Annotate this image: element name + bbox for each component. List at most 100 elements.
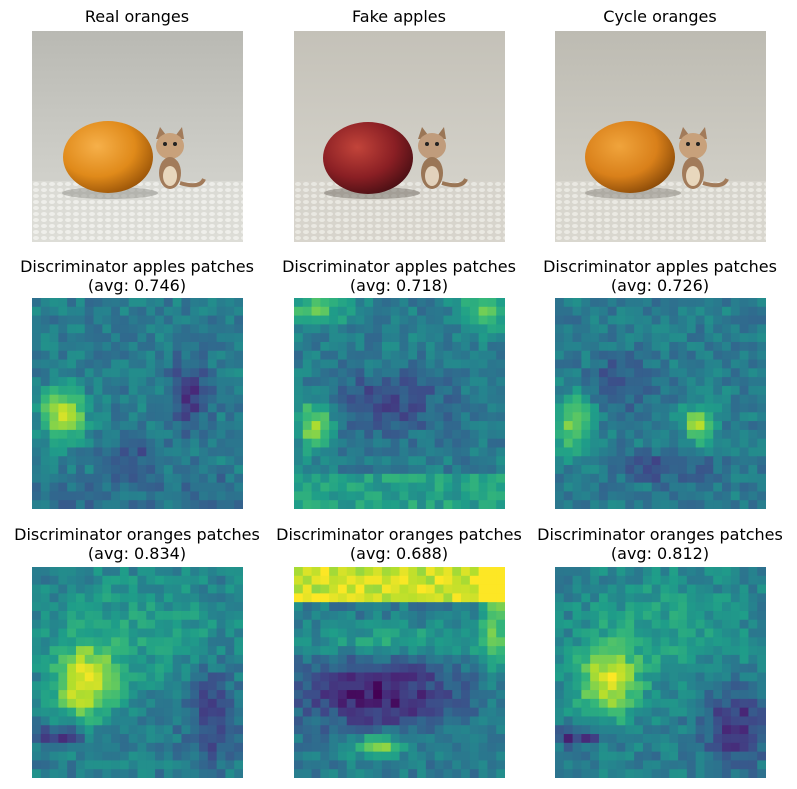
- heatmap-cell: [58, 377, 68, 387]
- heatmap-cell: [634, 482, 644, 493]
- heatmap-cell: [443, 575, 453, 586]
- heatmap-cell: [199, 429, 209, 440]
- heatmap-cell: [364, 359, 374, 369]
- heatmap-cell: [49, 377, 59, 387]
- heatmap-cell: [730, 716, 741, 726]
- heatmap-cell: [669, 456, 679, 466]
- heatmap-cell: [75, 333, 86, 343]
- heatmap-cell: [555, 698, 565, 709]
- heatmap-cell: [84, 315, 95, 325]
- heatmap-cell: [713, 602, 723, 612]
- heatmap-cell: [84, 298, 95, 308]
- heatmap-cell: [425, 394, 436, 405]
- heatmap-cell: [607, 707, 618, 718]
- heatmap-cell: [207, 628, 218, 638]
- heatmap-cell: [399, 751, 409, 762]
- heatmap-cell: [128, 760, 139, 770]
- heatmap-cell: [634, 690, 644, 700]
- heatmap-cell: [461, 698, 471, 709]
- heatmap-cell: [748, 456, 758, 466]
- heatmap-cell: [408, 698, 418, 709]
- heatmap-cell: [478, 637, 489, 647]
- heatmap-cell: [417, 412, 427, 422]
- heatmap-cell: [563, 306, 574, 317]
- heatmap-cell: [49, 716, 59, 726]
- heatmap-cell: [399, 681, 409, 691]
- heatmap-cell: [425, 368, 436, 378]
- heatmap-cell: [443, 716, 453, 726]
- heatmap-cell: [417, 341, 427, 352]
- heatmap-cell: [660, 412, 670, 422]
- heatmap-cell: [381, 742, 392, 753]
- heatmap-cell: [660, 602, 670, 612]
- heatmap-cell: [390, 769, 401, 778]
- heatmap-cell: [686, 602, 697, 612]
- heatmap-cell: [75, 654, 86, 665]
- heatmap-cell: [616, 447, 626, 457]
- heatmap-cell: [669, 760, 679, 770]
- heatmap-cell: [695, 394, 706, 405]
- heatmap-cell: [346, 324, 357, 334]
- heatmap-cell: [364, 315, 374, 325]
- heatmap-cell: [713, 298, 723, 308]
- heatmap-cell: [111, 619, 121, 630]
- heatmap-cell: [478, 421, 489, 431]
- heatmap-cell: [660, 298, 670, 308]
- heatmap-cell: [67, 734, 77, 744]
- heatmap-cell: [146, 377, 156, 387]
- heatmap-cell: [757, 769, 766, 778]
- heatmap-cell: [364, 324, 374, 334]
- heatmap-cell: [320, 681, 330, 691]
- heatmap-cell: [634, 438, 644, 449]
- heatmap-oranges-3: [555, 567, 766, 778]
- heatmap-cell: [651, 681, 662, 691]
- heatmap-cell: [234, 742, 243, 753]
- heatmap-cell: [32, 690, 42, 700]
- heatmap-cell: [337, 663, 348, 674]
- heatmap-cell: [381, 465, 392, 475]
- heatmap-cell: [443, 584, 453, 594]
- heatmap-cell: [172, 619, 183, 630]
- heatmap-cell: [469, 584, 480, 594]
- heatmap-cell: [555, 377, 565, 387]
- heatmap-cell: [616, 368, 626, 378]
- heatmap-cell: [660, 456, 670, 466]
- heatmap-cell: [598, 637, 609, 647]
- heatmap-cell: [443, 760, 453, 770]
- heatmap-cell: [337, 698, 348, 709]
- heatmap-cell: [225, 698, 235, 709]
- heatmap-cell: [84, 429, 95, 440]
- heatmap-cell: [355, 654, 365, 665]
- heatmap-cell: [478, 385, 489, 396]
- heatmap-cell: [207, 716, 218, 726]
- heatmap-cell: [748, 690, 758, 700]
- heatmap-cell: [443, 654, 453, 665]
- heatmap-cell: [434, 602, 445, 612]
- heatmap-cell: [84, 412, 95, 422]
- heatmap-cell: [119, 734, 130, 744]
- heatmap-cell: [634, 421, 644, 431]
- heatmap-cell: [616, 681, 626, 691]
- heatmap-cell: [739, 438, 750, 449]
- heatmap-cell: [634, 698, 644, 709]
- heatmap-cell: [225, 324, 235, 334]
- heatmap-cell: [730, 315, 741, 325]
- heatmap-cell: [686, 368, 697, 378]
- heatmap-cell: [425, 421, 436, 431]
- heatmap-cell: [452, 403, 462, 413]
- heatmap-cell: [93, 385, 103, 396]
- heatmap-cell: [294, 456, 304, 466]
- heatmap-cell: [128, 716, 139, 726]
- heatmap-cell: [302, 584, 313, 594]
- heatmap-cell: [75, 447, 86, 457]
- heatmap-cell: [207, 575, 218, 586]
- heatmap-cell: [739, 412, 750, 422]
- heatmap-cell: [137, 637, 147, 647]
- heatmap-cell: [417, 465, 427, 475]
- heatmap-cell: [128, 698, 139, 709]
- heatmap-cell: [329, 698, 339, 709]
- heatmap-cell: [695, 456, 706, 466]
- heatmap-cell: [417, 473, 427, 484]
- heatmap-cell: [111, 698, 121, 709]
- heatmap-cell: [469, 456, 480, 466]
